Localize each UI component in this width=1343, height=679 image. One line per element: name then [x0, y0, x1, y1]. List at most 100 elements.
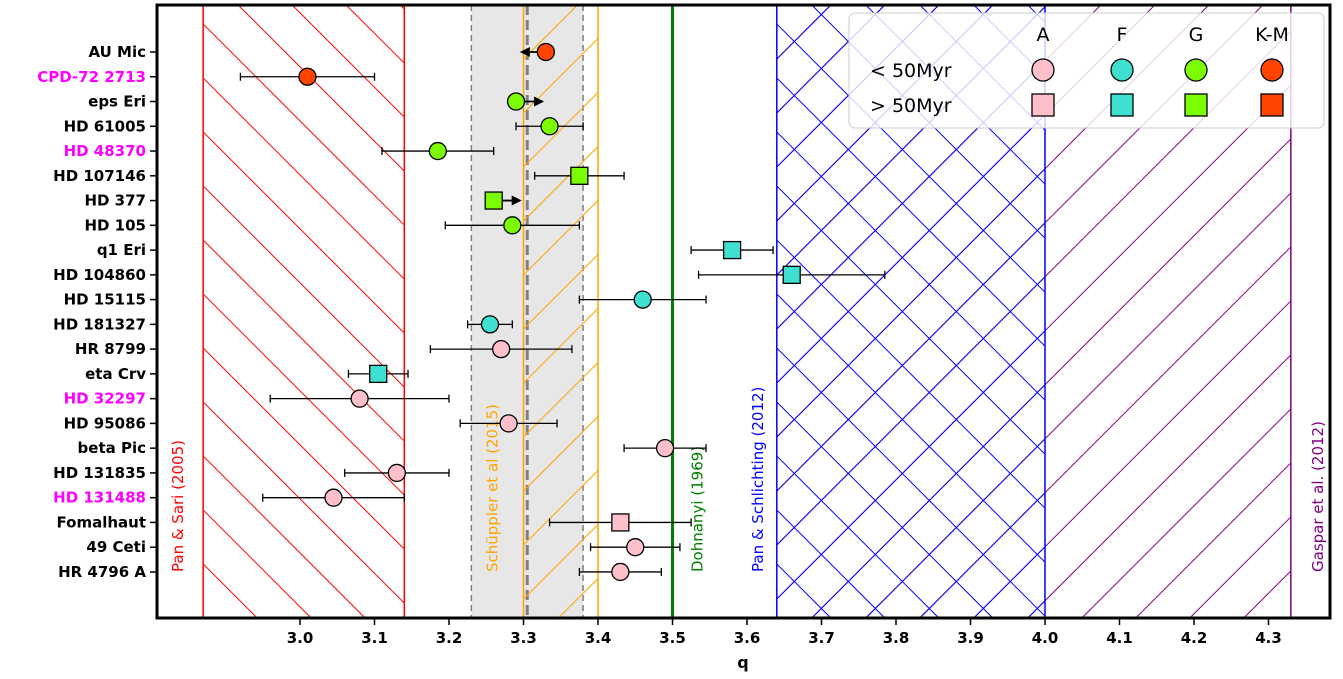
x-tick-label: 3.4 [585, 629, 612, 647]
x-tick-label: 3.6 [734, 629, 761, 647]
hatch-line [1027, 354, 1291, 618]
legend-marker-square [1260, 93, 1284, 117]
label-schuppler: Schüppler et al (2015) [484, 404, 502, 572]
y-tick-label: HR 4796 A [58, 563, 146, 581]
star-point-hr-8799 [429, 339, 573, 359]
hatch-line [291, 5, 405, 118]
marker-square [722, 240, 742, 260]
plot-frame [155, 3, 1332, 620]
marker-circle [350, 389, 369, 408]
hatch-line [1135, 462, 1291, 618]
x-tick-label: 4.0 [1032, 629, 1059, 647]
hatch-line [776, 5, 940, 168]
star-point-cpd-72-2713 [239, 67, 376, 86]
limit-arrow-head [519, 47, 530, 57]
x-tick-label: 3.2 [436, 629, 463, 647]
star-point-fomalhaut [548, 513, 692, 532]
hatch-line [203, 293, 405, 496]
marker-circle [655, 439, 675, 458]
hatch-line [865, 438, 1045, 618]
star-point-hd-181327 [466, 315, 513, 334]
hatch-line [776, 347, 1045, 617]
region-schuppler-hatch [523, 5, 598, 618]
y-tick-label: beta Pic [78, 439, 146, 457]
star-point-hd-15115 [578, 290, 707, 309]
hatch-line [237, 5, 405, 172]
marker-square [369, 364, 388, 384]
hatch-line [203, 455, 366, 618]
hatch-line [203, 77, 405, 280]
hatch-line [203, 23, 405, 226]
marker-circle [428, 141, 447, 161]
y-tick-label: AU Mic [88, 43, 146, 61]
region-pan-sari-hatch [203, 5, 405, 618]
y-tick-label: eps Eri [88, 93, 146, 111]
star-point-beta-pic [623, 439, 707, 458]
star-point-hd-377 [484, 191, 522, 210]
marker-circle [298, 67, 317, 86]
hatch-line [776, 5, 886, 114]
label-dohnanyi: Dohnanyi (1969) [689, 446, 707, 572]
y-tick-label: HD 131488 [53, 489, 146, 507]
hatch-line [776, 131, 1045, 401]
y-tick-label: HD 131835 [53, 464, 146, 482]
x-axis: 3.0 3.1 3.2 3.3 3.4 3.5 3.6 3.7 3.8 3.9 4.0 4.1 4.2 4… [287, 618, 1282, 647]
y-tick-label: Fomalhaut [57, 513, 147, 531]
y-tick-label: HD 61005 [64, 117, 146, 135]
hatch-line [203, 185, 405, 388]
hatch-line [523, 37, 598, 114]
hatch-line [203, 509, 312, 618]
hatch-line [776, 293, 1045, 563]
label-pan-sari: Pan & Sari (2005) [169, 440, 187, 572]
marker-circle [536, 42, 555, 62]
hatch-line [776, 455, 940, 618]
legend-column-f: F [1117, 24, 1128, 46]
hatch-line [776, 509, 886, 618]
hatch-line [203, 131, 405, 334]
marker-circle [633, 290, 652, 309]
y-tick-label: HD 48370 [64, 142, 146, 160]
legend-marker-circle [1110, 58, 1134, 82]
legend-column-g: G [1189, 24, 1204, 46]
x-tick-label: 3.0 [287, 629, 314, 647]
y-tick-label: CPD-72 2713 [37, 68, 146, 86]
legend-row-label: > 50Myr [870, 95, 952, 117]
marker-circle [506, 92, 526, 111]
legend-marker-square [1184, 93, 1208, 117]
y-tick-label: HD 32297 [64, 390, 146, 408]
limit-arrow-head [511, 195, 522, 206]
marker-circle [387, 463, 407, 483]
star-point-hd-104860 [697, 265, 886, 284]
label-gaspar: Gaspar et al. (2012) [1309, 421, 1327, 572]
marker-circle [611, 562, 630, 582]
x-tick-label: 3.7 [808, 629, 835, 647]
hatch-line [919, 492, 1045, 618]
hatch-line [523, 91, 598, 168]
legend-marker-circle [1031, 58, 1055, 82]
star-point-hd-61005 [515, 117, 584, 136]
hatch-line [776, 5, 778, 6]
marker-square [611, 513, 630, 532]
label-pan-schlichting: Pan & Schlichting (2012) [749, 387, 767, 572]
y-tick-label: HD 377 [84, 192, 146, 210]
marker-circle [480, 315, 500, 334]
hatch-line [203, 401, 405, 604]
marker-circle [499, 414, 518, 433]
x-tick-label: 3.1 [361, 629, 388, 647]
legend-marker-square [1110, 93, 1134, 117]
hatch-line [811, 384, 1045, 618]
legend: A F G K-M < 50Myr > 50Myr [848, 12, 1325, 129]
y-tick-label: HR 8799 [75, 340, 146, 358]
star-point-hd-105 [444, 216, 581, 235]
legend-column-a: A [1037, 24, 1050, 46]
star-point-eta-crv [347, 364, 409, 384]
hatch-line [973, 300, 1291, 618]
x-tick-label: 4.3 [1255, 629, 1282, 647]
marker-circle [540, 117, 559, 136]
y-tick-label: eta Crv [85, 365, 146, 383]
hatch-line [203, 347, 405, 550]
y-tick-label: q1 Eri [97, 241, 146, 259]
star-point-hr-4796-a [578, 562, 662, 582]
hatch-line [523, 145, 598, 222]
hatch-line [776, 5, 778, 6]
